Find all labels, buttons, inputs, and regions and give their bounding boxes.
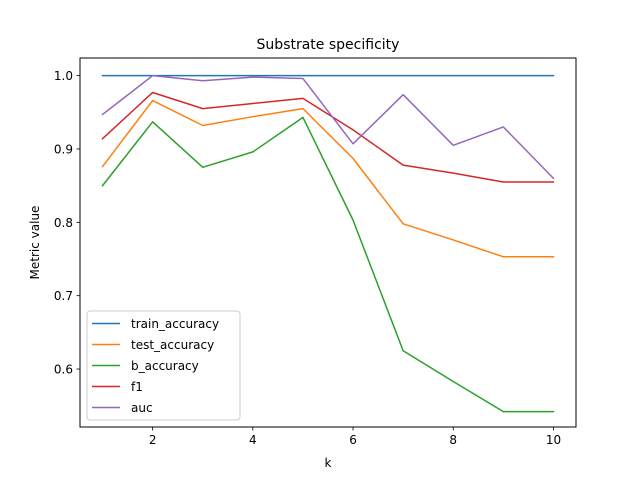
y-tick-label: 1.0 — [54, 69, 73, 83]
legend-box — [86, 310, 241, 421]
series-line-f1 — [101, 91, 555, 183]
x-tick-label: 10 — [546, 433, 561, 447]
y-tick-label: 0.7 — [54, 289, 73, 303]
chart-title: Substrate specificity — [257, 37, 400, 53]
x-tick-label: 8 — [449, 433, 457, 447]
legend: train_accuracy test_accuracy b_accuracy f1 a… — [86, 310, 241, 421]
series-line-test-accuracy — [101, 99, 555, 258]
y-axis-label: Metric value — [28, 206, 42, 280]
x-tick-label: 4 — [249, 433, 257, 447]
x-axis-ticks: 2 4 6 8 10 — [149, 427, 561, 447]
series-layer — [101, 74, 555, 413]
legend-label: b_accuracy — [131, 359, 199, 373]
y-tick-label: 0.8 — [54, 216, 73, 230]
plot-frame — [79, 57, 577, 428]
y-tick-label: 0.9 — [54, 142, 73, 156]
legend-label: auc — [131, 401, 153, 415]
x-tick-label: 2 — [149, 433, 157, 447]
legend-label: f1 — [131, 380, 143, 394]
legend-label: test_accuracy — [131, 338, 214, 352]
series-line-b-accuracy — [101, 116, 555, 413]
y-axis-ticks: 0.6 0.7 0.8 0.9 1.0 — [54, 69, 80, 377]
legend-label: train_accuracy — [131, 317, 219, 331]
y-tick-label: 0.6 — [54, 363, 73, 377]
x-tick-label: 6 — [349, 433, 357, 447]
series-line-auc — [101, 74, 555, 180]
x-axis-label: k — [325, 456, 332, 470]
